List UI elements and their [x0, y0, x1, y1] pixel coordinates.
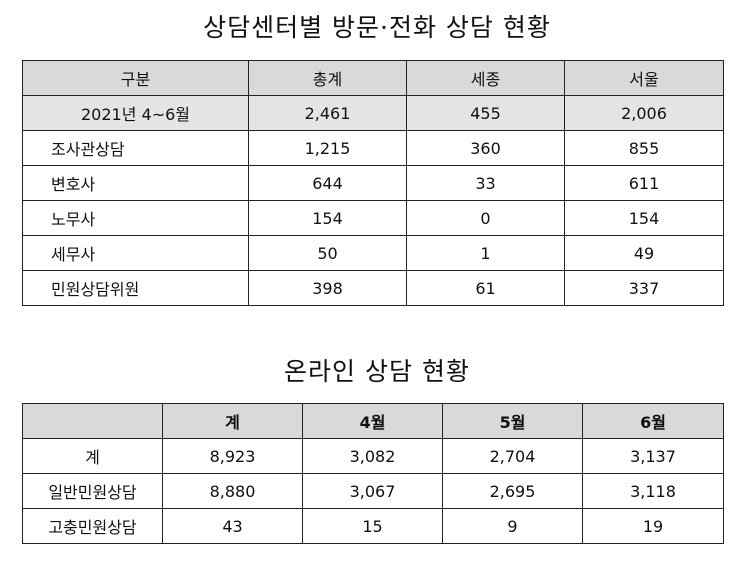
table-row: 민원상담위원 398 61 337 — [22, 270, 724, 306]
cell-total: 8,880 — [162, 473, 303, 509]
cell-total: 1,215 — [248, 130, 407, 166]
cell-sejong: 61 — [406, 270, 565, 306]
header-may: 5월 — [442, 403, 583, 439]
header-blank — [22, 403, 163, 439]
table-row-period-total: 2021년 4~6월 2,461 455 2,006 — [22, 95, 724, 131]
table-header-row: 구분 총계 세종 서울 — [22, 60, 724, 96]
cell-sejong: 360 — [406, 130, 565, 166]
row-label: 변호사 — [22, 165, 249, 201]
cell-total: 644 — [248, 165, 407, 201]
online-consultation-table: 계 4월 5월 6월 계 8,923 3,082 2,704 3,137 일반민… — [22, 403, 724, 544]
row-label: 민원상담위원 — [22, 270, 249, 306]
table-row-total: 계 8,923 3,082 2,704 3,137 — [22, 438, 724, 474]
cell-june: 3,137 — [582, 438, 724, 474]
cell-seoul: 855 — [564, 130, 724, 166]
cell-seoul: 2,006 — [564, 95, 724, 131]
table-header-row: 계 4월 5월 6월 — [22, 403, 724, 439]
table-row: 변호사 644 33 611 — [22, 165, 724, 201]
cell-april: 3,082 — [302, 438, 443, 474]
table-row: 세무사 50 1 49 — [22, 235, 724, 271]
header-june: 6월 — [582, 403, 724, 439]
cell-may: 2,695 — [442, 473, 583, 509]
cell-sejong: 1 — [406, 235, 565, 271]
row-label: 고충민원상담 — [22, 508, 163, 544]
table-row: 노무사 154 0 154 — [22, 200, 724, 236]
table1-title: 상담센터별 방문·전화 상담 현황 — [203, 13, 551, 42]
cell-seoul: 154 — [564, 200, 724, 236]
header-total: 총계 — [248, 60, 407, 96]
consultation-center-table: 구분 총계 세종 서울 2021년 4~6월 2,461 455 2,006 조… — [22, 60, 724, 306]
table-row: 일반민원상담 8,880 3,067 2,695 3,118 — [22, 473, 724, 509]
cell-seoul: 337 — [564, 270, 724, 306]
row-label: 계 — [22, 438, 163, 474]
cell-may: 9 — [442, 508, 583, 544]
header-seoul: 서울 — [564, 60, 724, 96]
cell-april: 15 — [302, 508, 443, 544]
cell-sejong: 33 — [406, 165, 565, 201]
cell-total: 398 — [248, 270, 407, 306]
header-sejong: 세종 — [406, 60, 565, 96]
cell-total: 8,923 — [162, 438, 303, 474]
cell-sejong: 0 — [406, 200, 565, 236]
cell-june: 19 — [582, 508, 724, 544]
cell-total: 154 — [248, 200, 407, 236]
cell-seoul: 611 — [564, 165, 724, 201]
row-label: 세무사 — [22, 235, 249, 271]
cell-total: 2,461 — [248, 95, 407, 131]
cell-june: 3,118 — [582, 473, 724, 509]
cell-total: 50 — [248, 235, 407, 271]
cell-may: 2,704 — [442, 438, 583, 474]
row-label: 조사관상담 — [22, 130, 249, 166]
table2-title: 온라인 상담 현황 — [284, 357, 470, 386]
cell-seoul: 49 — [564, 235, 724, 271]
header-april: 4월 — [302, 403, 443, 439]
row-label: 일반민원상담 — [22, 473, 163, 509]
table-row: 고충민원상담 43 15 9 19 — [22, 508, 724, 544]
row-label: 2021년 4~6월 — [22, 95, 249, 131]
table-row: 조사관상담 1,215 360 855 — [22, 130, 724, 166]
header-category: 구분 — [22, 60, 249, 96]
cell-total: 43 — [162, 508, 303, 544]
row-label: 노무사 — [22, 200, 249, 236]
cell-sejong: 455 — [406, 95, 565, 131]
cell-april: 3,067 — [302, 473, 443, 509]
header-total: 계 — [162, 403, 303, 439]
